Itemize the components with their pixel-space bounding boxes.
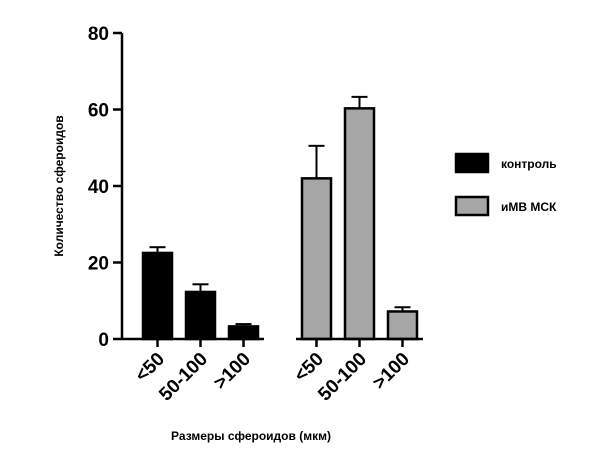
legend: контроль иМВ МСК xyxy=(454,152,557,217)
bar xyxy=(300,177,333,341)
legend-label: иМВ МСК xyxy=(501,200,557,214)
x-tick-label: <50 xyxy=(290,349,328,387)
legend-label: контроль xyxy=(501,157,557,171)
x-tick-label: >100 xyxy=(210,349,255,394)
y-tick-label: 20 xyxy=(88,254,109,275)
legend-swatch xyxy=(454,195,490,217)
y-axis: 0 20 40 60 80 xyxy=(88,24,124,351)
y-tick-label: 60 xyxy=(88,101,109,122)
bar xyxy=(386,310,419,341)
y-axis-title: Количество сфероидов xyxy=(52,115,66,256)
y-tick-label: 40 xyxy=(88,177,109,198)
bars xyxy=(141,95,419,341)
x-tick-label: 50-100 xyxy=(314,349,371,406)
legend-swatch xyxy=(454,152,490,174)
bar xyxy=(227,325,260,341)
bar xyxy=(343,107,376,341)
bar xyxy=(141,251,174,341)
x-tick-label: <50 xyxy=(131,349,169,387)
y-tick-label: 80 xyxy=(88,24,109,45)
x-axis-title: Размеры сфероидов (мкм) xyxy=(171,429,331,443)
y-tick-label: 0 xyxy=(98,330,109,351)
x-tick-label: 50-100 xyxy=(155,349,212,406)
bar xyxy=(184,290,217,341)
x-tick-label: >100 xyxy=(369,349,414,394)
